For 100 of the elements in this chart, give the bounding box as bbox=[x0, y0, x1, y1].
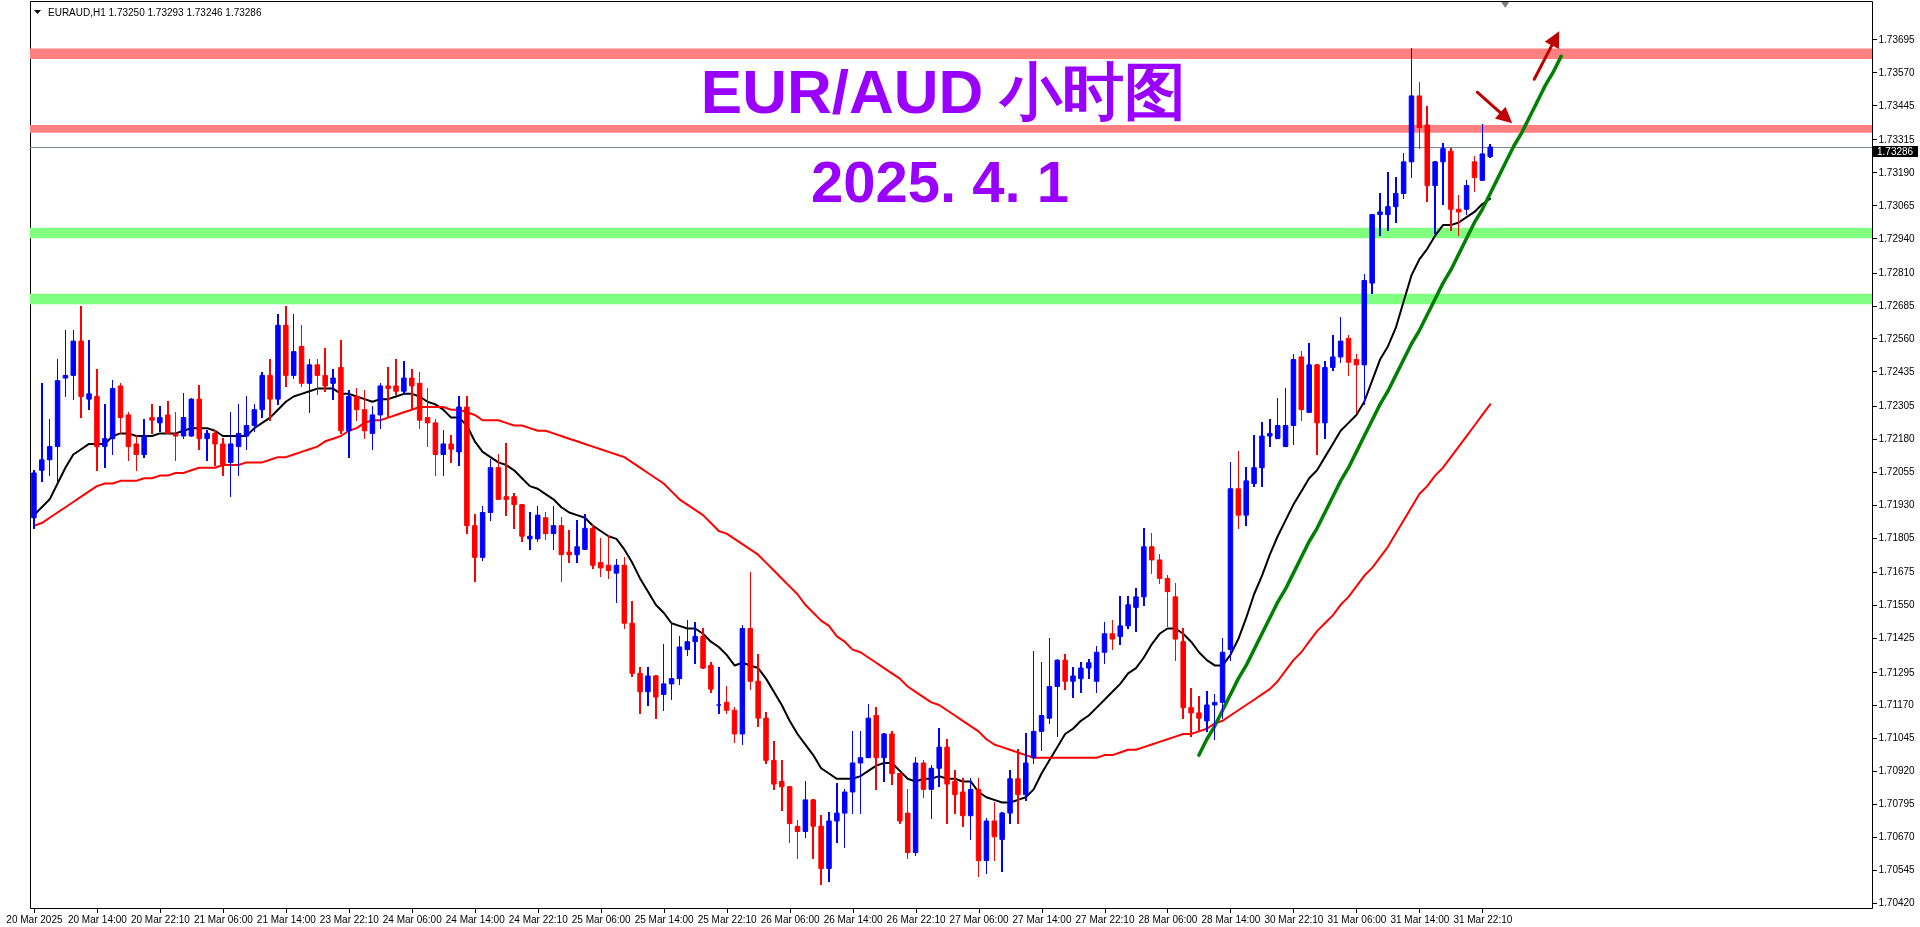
y-tick-label: 1.70670 bbox=[1878, 831, 1916, 843]
candlestick bbox=[881, 733, 887, 783]
candlestick bbox=[574, 519, 580, 564]
candlestick bbox=[1432, 161, 1438, 234]
candlestick bbox=[1463, 179, 1470, 216]
x-tick-label: 20 Mar 2025 bbox=[6, 913, 63, 925]
x-tick-label: 28 Mar 14:00 bbox=[1201, 913, 1261, 925]
y-tick-label: 1.73570 bbox=[1878, 66, 1916, 78]
x-tick-label: 28 Mar 06:00 bbox=[1138, 913, 1198, 925]
candlestick bbox=[1117, 596, 1123, 646]
y-tick-label: 1.72055 bbox=[1878, 466, 1916, 478]
candlestick bbox=[857, 730, 864, 814]
candlestick bbox=[708, 662, 714, 693]
y-tick-label: 1.73445 bbox=[1878, 99, 1916, 111]
candlestick bbox=[401, 361, 407, 395]
y-tick-label: 1.71295 bbox=[1878, 666, 1916, 678]
x-tick-label: 27 Mar 14:00 bbox=[1012, 913, 1072, 925]
candlestick bbox=[172, 411, 179, 461]
candlestick bbox=[1345, 335, 1352, 377]
candlestick bbox=[1251, 435, 1257, 487]
text: 2025. 4. 1 bbox=[810, 149, 1069, 214]
candlestick bbox=[1471, 155, 1478, 192]
y-tick-label: 1.72685 bbox=[1878, 300, 1916, 312]
candlestick bbox=[86, 340, 92, 411]
candlestick bbox=[251, 403, 258, 432]
y-tick-label: 1.73695 bbox=[1878, 33, 1916, 45]
y-tick-label: 1.70545 bbox=[1878, 864, 1916, 876]
x-tick-label: 24 Mar 22:10 bbox=[508, 913, 569, 925]
candlestick bbox=[243, 395, 250, 450]
candlestick bbox=[227, 411, 234, 498]
candlestick bbox=[157, 406, 163, 432]
candlestick bbox=[637, 667, 643, 714]
candlestick bbox=[692, 622, 698, 664]
x-tick-label: 31 Mar 06:00 bbox=[1327, 913, 1387, 925]
x-tick-label: 20 Mar 14:00 bbox=[67, 913, 128, 925]
line-series bbox=[1197, 54, 1563, 757]
candlestick bbox=[1211, 693, 1218, 741]
candlestick bbox=[653, 675, 659, 719]
y-tick-label: 1.71045 bbox=[1878, 732, 1916, 744]
candlestick bbox=[613, 559, 620, 603]
y-tick-label: 1.72305 bbox=[1878, 400, 1916, 412]
x-tick-label: 23 Mar 22:10 bbox=[319, 913, 380, 925]
candlestick bbox=[1282, 387, 1289, 448]
candlestick bbox=[1353, 353, 1360, 414]
candlestick bbox=[1062, 654, 1068, 690]
ref-line-label: 1.73286 bbox=[1877, 145, 1914, 157]
candlestick bbox=[1156, 553, 1163, 585]
x-tick-label: 27 Mar 22:10 bbox=[1075, 913, 1135, 925]
x-tick-label: 25 Mar 14:00 bbox=[634, 913, 695, 925]
y-tick-label: 1.71930 bbox=[1878, 499, 1916, 511]
candlestick bbox=[1204, 691, 1210, 733]
candlestick bbox=[936, 727, 942, 788]
y-tick-label: 1.71425 bbox=[1878, 632, 1916, 644]
candlestick bbox=[991, 801, 998, 862]
candlestick bbox=[330, 369, 336, 400]
y-tick-label: 1.71675 bbox=[1878, 566, 1916, 578]
candlestick bbox=[46, 419, 53, 477]
candlestick bbox=[149, 403, 155, 435]
y-tick-label: 1.73190 bbox=[1878, 166, 1916, 178]
candlestick bbox=[597, 538, 604, 577]
candlestick bbox=[353, 387, 360, 421]
candlestick bbox=[1196, 696, 1202, 733]
candlestick bbox=[1038, 662, 1045, 751]
candlestick bbox=[1377, 192, 1383, 237]
candlestick bbox=[660, 643, 667, 711]
candlestick bbox=[668, 622, 675, 701]
candlestick bbox=[960, 778, 966, 828]
x-tick-label: 27 Mar 06:00 bbox=[949, 913, 1009, 925]
y-tick-label: 1.72560 bbox=[1878, 332, 1916, 344]
candlestick bbox=[1330, 335, 1336, 371]
candlestick bbox=[511, 493, 517, 530]
candlestick bbox=[534, 506, 541, 543]
y-tick-label: 1.71805 bbox=[1878, 532, 1916, 544]
x-tick-label: 31 Mar 22:10 bbox=[1453, 913, 1513, 925]
candlestick bbox=[1078, 662, 1084, 693]
y-tick-label: 1.71550 bbox=[1878, 599, 1916, 611]
candlestick bbox=[1188, 688, 1194, 738]
candlestick bbox=[928, 764, 935, 820]
candlestick bbox=[369, 406, 376, 450]
y-tick-label: 1.72435 bbox=[1878, 365, 1916, 377]
x-tick-label: 21 Mar 14:00 bbox=[256, 913, 317, 925]
candlestick bbox=[235, 403, 242, 477]
y-tick-label: 1.73315 bbox=[1878, 133, 1916, 145]
x-tick-label: 25 Mar 06:00 bbox=[571, 913, 632, 925]
candlestick bbox=[314, 358, 321, 395]
candlestick bbox=[1133, 588, 1139, 632]
annotation: EURAUD,H1 1.73250 1.73293 1.73246 1.73286 bbox=[48, 7, 262, 18]
candlestick bbox=[566, 530, 572, 564]
candlestick bbox=[542, 511, 549, 540]
candlestick bbox=[62, 329, 69, 398]
candlestick bbox=[841, 788, 848, 849]
candlestick bbox=[503, 443, 509, 516]
x-tick-label: 26 Mar 14:00 bbox=[823, 913, 883, 925]
candlestick bbox=[1393, 176, 1399, 224]
y-tick-label: 1.70420 bbox=[1878, 897, 1916, 909]
candlestick bbox=[834, 783, 840, 843]
candlestick bbox=[1164, 575, 1171, 627]
candlestick bbox=[1267, 419, 1273, 448]
candlestick bbox=[723, 685, 730, 714]
candlestick bbox=[220, 437, 226, 477]
